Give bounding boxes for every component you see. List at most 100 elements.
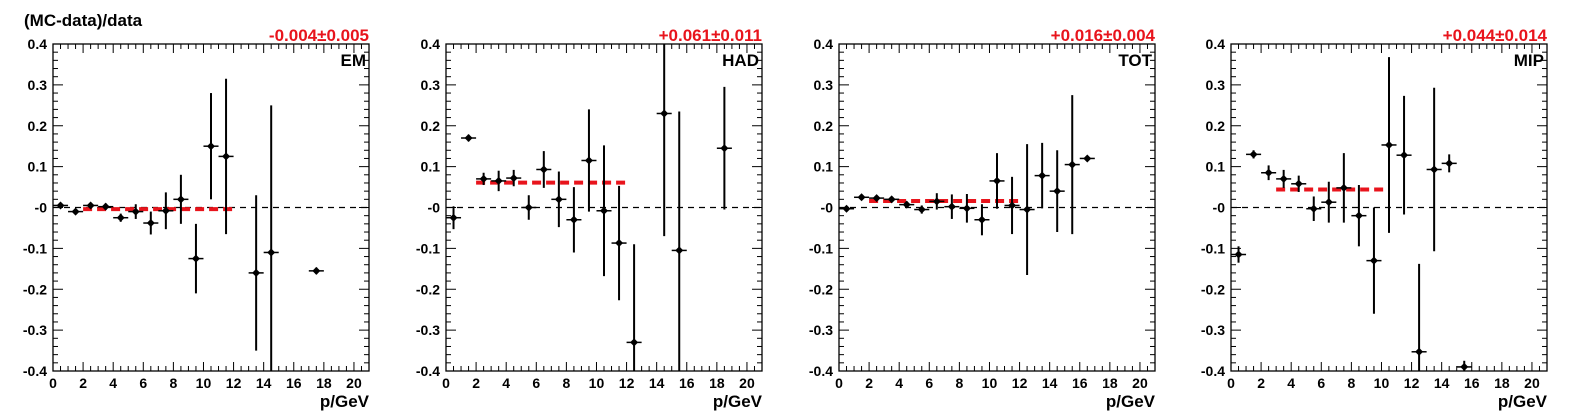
- data-point: [494, 176, 503, 185]
- y-tick-label: -0.4: [809, 363, 833, 379]
- x-tick-label: 12: [619, 375, 635, 391]
- data-point: [1385, 140, 1393, 149]
- y-tick-label: -0.3: [809, 322, 833, 338]
- panel-label: MIP: [1514, 51, 1544, 70]
- y-tick-label: -0.2: [809, 281, 833, 297]
- data-point: [539, 165, 548, 174]
- fit-result-label: +0.061±0.011: [659, 26, 762, 45]
- y-axis-title: (MC-data)/data: [24, 11, 143, 30]
- data-point: [842, 204, 851, 213]
- y-tick-label: -0.4: [416, 363, 440, 379]
- data-point: [887, 195, 896, 204]
- data-point: [615, 239, 624, 248]
- y-tick-label: -0: [821, 200, 834, 216]
- data-point: [917, 205, 926, 214]
- data-point: [1324, 198, 1333, 207]
- y-tick-label: 0.2: [421, 118, 441, 134]
- y-tick-label: 0.3: [814, 77, 834, 93]
- data-point: [1249, 150, 1258, 159]
- x-tick-label: 10: [196, 375, 212, 391]
- y-tick-label: -0.2: [23, 281, 47, 297]
- x-tick-label: 4: [1287, 375, 1295, 391]
- x-tick-label: 6: [532, 375, 540, 391]
- data-point: [1083, 154, 1092, 163]
- x-tick-label: 8: [562, 375, 570, 391]
- y-tick-label: 0.4: [28, 36, 48, 52]
- y-tick-label: -0.1: [23, 240, 47, 256]
- x-tick-label: 20: [1132, 375, 1148, 391]
- data-point: [267, 248, 276, 257]
- data-point: [977, 215, 986, 224]
- data-point: [56, 201, 65, 210]
- y-tick-label: 0.1: [421, 159, 441, 175]
- x-tick-label: 20: [1524, 375, 1540, 391]
- panel-label: EM: [341, 51, 367, 70]
- panel-had: 0 2 4 6 8 10 12 14 16 18 20 -0.4 -0.3 -0.2 -0.1 -0 0.1 0.…: [416, 26, 763, 411]
- data-point: [312, 266, 321, 275]
- data-point: [1415, 347, 1424, 356]
- panel-tot: 0 2 4 6 8 10 12 14 16 18 20 -0.4 -0.3 -0.2 -0.1 -0 0.1 0.…: [809, 26, 1156, 411]
- data-point: [675, 246, 684, 255]
- x-tick-label: 14: [1434, 375, 1450, 391]
- y-tick-label: 0.3: [421, 77, 441, 93]
- x-axis-title: p/GeV: [320, 392, 370, 411]
- data-point: [584, 156, 593, 165]
- data-point: [222, 152, 231, 161]
- y-tick-label: 0.2: [1206, 118, 1226, 134]
- x-tick-label: 8: [169, 375, 177, 391]
- fit-result-label: -0.004±0.005: [269, 26, 369, 45]
- data-point: [902, 200, 911, 209]
- panel-mip: 0 2 4 6 8 10 12 14 16 18 20 -0.4 -0.3 -0.2 -0.1 -0 0.1 0.…: [1201, 26, 1548, 411]
- x-tick-label: 4: [502, 375, 510, 391]
- x-tick-label: 10: [1374, 375, 1390, 391]
- x-tick-label: 12: [226, 375, 242, 391]
- y-tick-label: 0.2: [28, 118, 48, 134]
- y-tick-label: 0.2: [814, 118, 834, 134]
- panel-label: HAD: [722, 51, 759, 70]
- x-tick-label: 20: [739, 375, 755, 391]
- data-point: [1460, 362, 1469, 371]
- x-tick-label: 14: [256, 375, 272, 391]
- data-point: [1400, 151, 1409, 160]
- data-point: [932, 197, 941, 206]
- data-point: [116, 213, 125, 222]
- x-tick-label: 0: [49, 375, 57, 391]
- y-tick-label: 0.1: [1206, 159, 1226, 175]
- y-tick-label: -0: [428, 200, 441, 216]
- x-axis-title: p/GeV: [1106, 392, 1156, 411]
- data-point: [161, 206, 170, 215]
- x-tick-label: 12: [1404, 375, 1420, 391]
- x-tick-label: 18: [1494, 375, 1510, 391]
- data-point: [191, 254, 200, 263]
- y-tick-label: 0.1: [814, 159, 834, 175]
- y-tick-label: -0: [35, 200, 48, 216]
- x-tick-label: 16: [1464, 375, 1480, 391]
- data-point: [1234, 250, 1243, 259]
- y-tick-label: -0.3: [416, 322, 440, 338]
- x-tick-label: 20: [346, 375, 362, 391]
- data-point: [947, 202, 956, 211]
- x-tick-label: 0: [1227, 375, 1235, 391]
- y-tick-label: -0.3: [1201, 322, 1225, 338]
- x-tick-label: 6: [925, 375, 933, 391]
- data-point: [1038, 171, 1047, 180]
- data-point: [720, 144, 729, 153]
- data-point: [872, 194, 881, 203]
- y-tick-label: -0: [1213, 200, 1226, 216]
- data-point: [857, 193, 866, 202]
- y-tick-label: 0.3: [28, 77, 48, 93]
- x-axis-title: p/GeV: [713, 392, 763, 411]
- x-tick-label: 10: [589, 375, 605, 391]
- x-tick-label: 16: [286, 375, 302, 391]
- data-point: [569, 215, 578, 224]
- data-point: [993, 176, 1001, 185]
- x-tick-label: 6: [139, 375, 147, 391]
- data-point: [524, 203, 533, 212]
- data-point: [1023, 205, 1032, 214]
- data-point: [101, 202, 110, 211]
- y-tick-label: 0.4: [814, 36, 834, 52]
- y-tick-label: -0.2: [416, 281, 440, 297]
- x-tick-label: 8: [955, 375, 963, 391]
- data-point: [131, 207, 140, 216]
- y-tick-label: 0.1: [28, 159, 48, 175]
